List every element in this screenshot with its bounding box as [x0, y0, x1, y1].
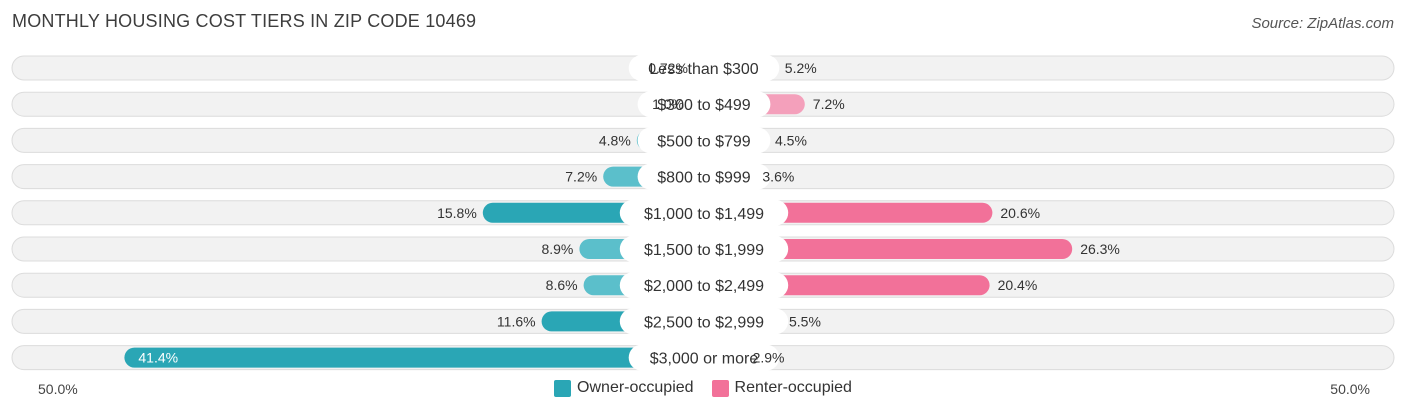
owner-value-label: 4.8% — [599, 132, 631, 148]
category-pill — [637, 163, 771, 190]
renter-value-label: 20.6% — [1000, 205, 1040, 221]
legend-label-owner: Owner-occupied — [577, 379, 694, 396]
renter-value-label: 3.6% — [762, 169, 794, 185]
category-label: $2,500 to $2,999 — [644, 314, 764, 331]
renter-value-label: 7.2% — [813, 96, 845, 112]
legend-item-owner[interactable]: Owner-occupied — [554, 379, 694, 397]
row-6: $2,000 to $2,499 8.6% 20.4% — [11, 272, 1395, 299]
legend-label-renter: Renter-occupied — [734, 379, 852, 396]
category-pill — [628, 55, 780, 81]
category-label: Less than $300 — [649, 61, 759, 78]
renter-value-label: 5.5% — [789, 313, 821, 329]
axis-left-label: 50.0% — [38, 381, 78, 397]
legend-swatch-renter — [711, 379, 729, 397]
category-label: $1,500 to $1,999 — [644, 242, 764, 259]
category-pill — [637, 127, 771, 154]
chart-title: MONTHLY HOUSING COST TIERS IN ZIP CODE 1… — [12, 11, 477, 31]
row-3: $800 to $999 7.2% 3.6% — [11, 163, 1395, 190]
category-label: $1,000 to $1,499 — [644, 206, 764, 223]
owner-value-label: 11.6% — [497, 313, 536, 329]
axis-right-label: 50.0% — [1330, 381, 1370, 397]
renter-value-label: 4.5% — [775, 132, 807, 148]
owner-value-label: 7.2% — [565, 169, 597, 185]
category-pill — [619, 199, 789, 226]
renter-value-label: 20.4% — [998, 277, 1038, 293]
category-pill — [637, 91, 771, 118]
row-5: $1,500 to $1,999 8.9% 26.3% — [11, 236, 1395, 262]
renter-value-label: 5.2% — [785, 60, 817, 76]
owner-value-label: 0.72% — [648, 60, 688, 76]
row-8: $3,000 or more 41.4% 2.9% — [11, 344, 1395, 371]
category-label: $3,000 or more — [650, 351, 759, 368]
category-label: $2,000 to $2,499 — [644, 278, 764, 295]
category-pill — [619, 308, 789, 335]
row-4: $1,000 to $1,499 15.8% 20.6% — [11, 199, 1395, 226]
legend-swatch-owner — [554, 379, 572, 397]
chart-source: Source: ZipAtlas.com — [1251, 15, 1394, 32]
renter-bar — [704, 239, 1073, 259]
category-label: $500 to $799 — [657, 133, 751, 150]
category-pill — [619, 272, 789, 299]
owner-value-label: 15.8% — [437, 205, 477, 221]
owner-value-label: 1.0% — [652, 96, 684, 112]
category-pill — [628, 344, 780, 371]
row-2: $500 to $799 4.8% 4.5% — [11, 127, 1395, 154]
owner-bar — [124, 347, 704, 368]
legend-item-renter[interactable]: Renter-occupied — [711, 379, 852, 397]
renter-value-label: 2.9% — [753, 350, 785, 366]
renter-value-label: 26.3% — [1080, 241, 1120, 257]
owner-value-label: 8.6% — [546, 277, 578, 293]
category-label: $300 to $499 — [657, 97, 751, 114]
owner-value-label: 8.9% — [541, 241, 573, 257]
category-pill — [619, 236, 789, 262]
owner-value-label: 41.4% — [138, 350, 178, 366]
category-label: $800 to $999 — [657, 170, 751, 187]
row-7: $2,500 to $2,999 11.6% 5.5% — [11, 308, 1395, 335]
legend: Owner-occupied Renter-occupied — [0, 379, 1406, 397]
